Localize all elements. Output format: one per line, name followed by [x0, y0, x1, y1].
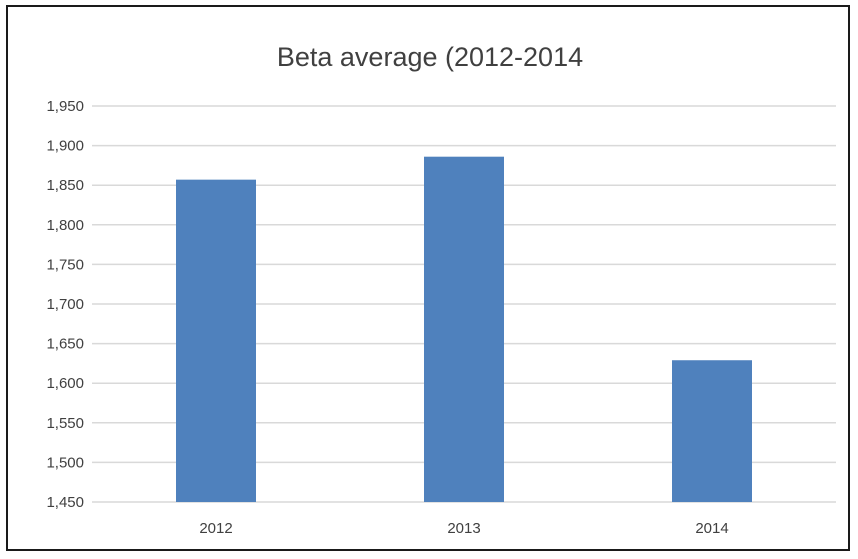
- y-tick-label: 1,500: [46, 454, 84, 471]
- y-tick-label: 1,550: [46, 415, 84, 432]
- y-tick-label: 1,600: [46, 375, 84, 392]
- bars: [176, 156, 752, 503]
- bar-2013: [424, 156, 504, 503]
- chart-title: Beta average (2012-2014: [277, 42, 583, 72]
- y-tick-label: 1,900: [46, 138, 84, 155]
- y-tick-label: 1,750: [46, 256, 84, 273]
- y-tick-label: 1,450: [46, 494, 84, 511]
- bar-2012: [176, 179, 256, 502]
- y-tick-label: 1,950: [46, 98, 84, 115]
- x-tick-label: 2014: [695, 520, 728, 537]
- bar-2014: [672, 360, 752, 502]
- x-tick-label: 2012: [199, 520, 232, 537]
- x-axis-ticks: 2012 2013 2014: [199, 520, 728, 537]
- y-tick-label: 1,650: [46, 336, 84, 353]
- y-tick-label: 1,850: [46, 177, 84, 194]
- y-tick-label: 1,800: [46, 217, 84, 234]
- x-tick-label: 2013: [447, 520, 480, 537]
- y-axis-ticks: 1,450 1,500 1,550 1,600 1,650 1,700 1,750 1,800…: [46, 98, 84, 511]
- y-tick-label: 1,700: [46, 296, 84, 313]
